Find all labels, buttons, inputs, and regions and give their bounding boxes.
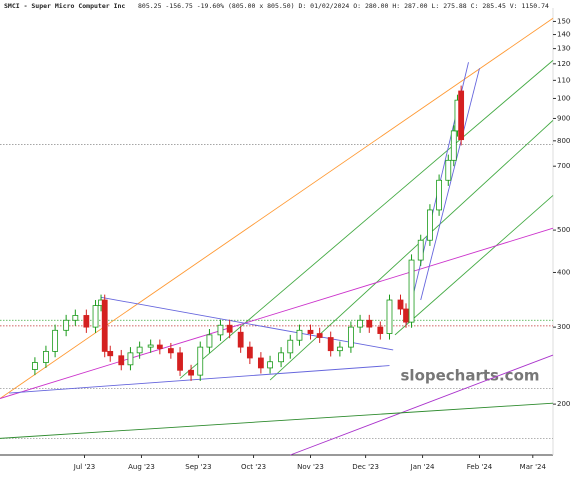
y-tick-label: 200 bbox=[557, 400, 570, 408]
x-tick-label: Sep '23 bbox=[185, 463, 211, 471]
candle-body bbox=[257, 357, 264, 369]
trendline bbox=[420, 68, 480, 301]
candle-body bbox=[72, 315, 79, 321]
candle-body bbox=[377, 326, 384, 334]
candle-body bbox=[197, 346, 204, 376]
x-tick-label: Jan '24 bbox=[410, 463, 435, 471]
y-tick-label: 500 bbox=[557, 226, 570, 234]
candle-body bbox=[237, 331, 244, 348]
candle-body bbox=[417, 239, 424, 261]
candle-body bbox=[156, 344, 163, 349]
candle-body bbox=[32, 362, 38, 370]
candle-body bbox=[63, 319, 70, 331]
x-tick-label: Oct '23 bbox=[241, 463, 266, 471]
candle-body bbox=[246, 346, 253, 359]
trendline bbox=[179, 60, 554, 379]
quote: 805.25 -156.75 -19.60% (805.00 x 805.50)… bbox=[138, 2, 549, 10]
chart-title: SMCI - Super Micro Computer Inc bbox=[4, 2, 125, 10]
y-tick-label: 1300 bbox=[557, 45, 571, 53]
candle-body bbox=[327, 337, 334, 352]
candle-body bbox=[83, 315, 90, 328]
candle-body bbox=[107, 350, 114, 357]
trendline bbox=[0, 227, 554, 399]
candle-body bbox=[92, 305, 99, 328]
candle-body bbox=[206, 334, 213, 348]
y-tick-label: 700 bbox=[557, 162, 570, 170]
candle-body bbox=[296, 329, 303, 341]
candle-body bbox=[167, 348, 174, 354]
trendline bbox=[0, 17, 554, 399]
candle-body bbox=[267, 361, 273, 369]
candle-body bbox=[226, 324, 233, 333]
candle-body bbox=[217, 324, 224, 336]
candle-body bbox=[458, 90, 465, 141]
y-tick-label: 1000 bbox=[557, 94, 571, 102]
candle-body bbox=[366, 319, 373, 328]
candle-body bbox=[445, 159, 452, 181]
y-tick-label: 300 bbox=[557, 323, 570, 331]
candle-body bbox=[52, 329, 59, 352]
watermark: slopecharts.com bbox=[401, 367, 540, 385]
y-tick-label: 800 bbox=[557, 137, 570, 145]
candle-body bbox=[436, 179, 442, 211]
candle-body bbox=[397, 299, 404, 310]
candle-body bbox=[287, 339, 294, 354]
x-tick-label: Mar '24 bbox=[520, 463, 547, 471]
candle-body bbox=[177, 352, 183, 371]
candle-body bbox=[278, 352, 284, 363]
y-tick-label: 1400 bbox=[557, 31, 571, 39]
candle-body bbox=[307, 329, 314, 334]
y-tick-label: 900 bbox=[557, 114, 570, 122]
trendline bbox=[100, 296, 394, 351]
candle-body bbox=[188, 369, 194, 376]
candle-body bbox=[101, 299, 108, 352]
y-tick-label: 400 bbox=[557, 268, 570, 276]
y-tick-label: 1500 bbox=[557, 17, 571, 25]
x-tick-label: Feb '24 bbox=[467, 463, 493, 471]
candle-body bbox=[336, 346, 343, 352]
candle-body bbox=[316, 333, 323, 338]
candle-body bbox=[118, 355, 125, 366]
candle-body bbox=[147, 344, 154, 348]
trendline bbox=[0, 402, 554, 439]
x-tick-label: Dec '23 bbox=[352, 463, 379, 471]
trendline bbox=[9, 365, 390, 394]
candle-body bbox=[136, 346, 143, 354]
candle-body bbox=[386, 299, 393, 334]
trendline bbox=[394, 195, 554, 336]
candle-body bbox=[403, 308, 409, 323]
candle-body bbox=[348, 326, 354, 348]
trendline bbox=[290, 354, 554, 456]
y-tick-label: 1200 bbox=[557, 60, 571, 68]
y-tick-label: 1100 bbox=[557, 76, 571, 84]
x-tick-label: Jul '23 bbox=[73, 463, 96, 471]
candle-body bbox=[43, 350, 49, 363]
candle-body bbox=[127, 352, 134, 366]
candle-body bbox=[357, 319, 363, 328]
x-tick-label: Nov '23 bbox=[297, 463, 324, 471]
x-tick-label: Aug '23 bbox=[128, 463, 155, 471]
candle-body bbox=[427, 209, 433, 241]
candle-body bbox=[408, 259, 415, 323]
candle-body bbox=[450, 130, 457, 161]
